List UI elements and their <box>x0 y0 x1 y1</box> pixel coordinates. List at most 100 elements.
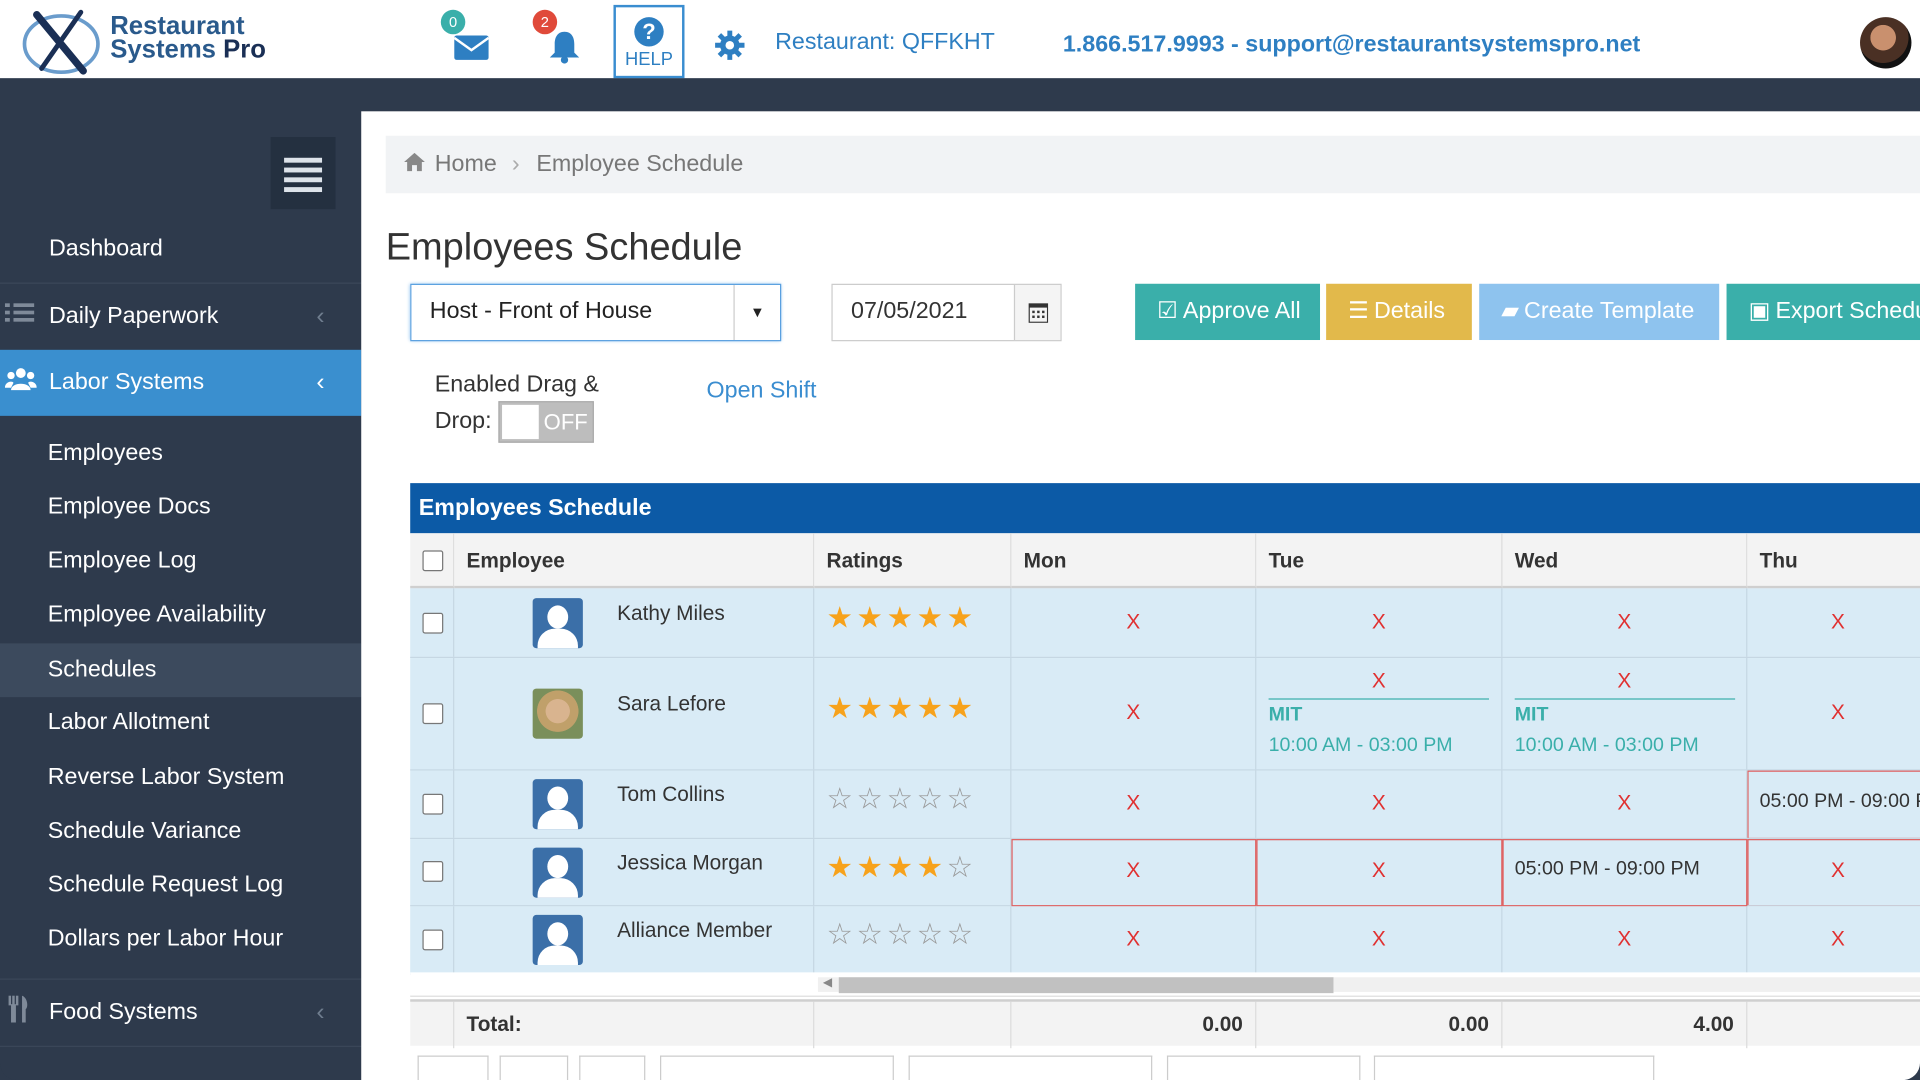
star-empty-icon[interactable]: ☆ <box>916 918 947 952</box>
star-filled-icon[interactable]: ★ <box>946 692 977 726</box>
star-filled-icon[interactable]: ★ <box>946 601 977 635</box>
user-avatar[interactable] <box>1860 17 1912 69</box>
column-header-mon[interactable]: Mon <box>1011 533 1257 589</box>
star-filled-icon[interactable]: ★ <box>826 851 857 885</box>
star-filled-icon[interactable]: ★ <box>916 851 947 885</box>
sidebar-item-labor-systems[interactable]: Labor Systems ‹ <box>0 349 362 416</box>
sidebar-item-dashboard[interactable]: Dashboard <box>0 221 361 276</box>
shift-cell-tue[interactable]: X MIT 10:00 AM - 03:00 PM <box>1256 658 1503 770</box>
shift-cell-thu[interactable]: X <box>1831 700 1845 725</box>
star-empty-icon[interactable]: ☆ <box>856 782 887 816</box>
sidebar-subitem-schedules[interactable]: Schedules <box>0 643 362 698</box>
shift-cell-mon[interactable]: X <box>1011 588 1257 657</box>
shift-cell-thu[interactable]: 05:00 PM - 09:00 P <box>1747 770 1920 838</box>
position-select[interactable]: Host - Front of House ▼ <box>410 283 782 342</box>
footer-box[interactable] <box>660 1055 894 1080</box>
select-all-checkbox[interactable] <box>422 550 444 572</box>
export-schedule-button[interactable]: ▣ Export Schedu <box>1726 283 1920 341</box>
star-filled-icon[interactable]: ★ <box>916 601 947 635</box>
star-filled-icon[interactable]: ★ <box>826 692 857 726</box>
sidebar-subitem-schedule-variance[interactable]: Schedule Variance <box>0 805 361 859</box>
star-filled-icon[interactable]: ★ <box>856 851 887 885</box>
star-empty-icon[interactable]: ☆ <box>946 918 977 952</box>
rating-stars[interactable]: ☆☆☆☆☆ <box>827 782 977 817</box>
sidebar-item-daily-paperwork[interactable]: Daily Paperwork ‹ <box>0 284 361 350</box>
menu-toggle-button[interactable] <box>270 136 336 210</box>
column-header-thu[interactable]: Thu <box>1747 533 1920 589</box>
help-button[interactable]: ? HELP <box>613 4 685 79</box>
row-checkbox[interactable] <box>422 861 444 882</box>
create-template-button[interactable]: ▰ Create Template <box>1479 283 1720 341</box>
shift-cell-wed[interactable]: 05:00 PM - 09:00 PM <box>1502 839 1748 907</box>
shift-cell-mon[interactable]: X <box>1011 658 1257 770</box>
star-empty-icon[interactable]: ☆ <box>946 782 977 816</box>
sidebar-subitem-employee-docs[interactable]: Employee Docs <box>0 481 361 535</box>
horizontal-scrollbar[interactable]: ◀ <box>410 972 1920 997</box>
star-empty-icon[interactable]: ☆ <box>826 918 857 952</box>
drag-drop-toggle[interactable]: OFF <box>498 401 594 443</box>
footer-box[interactable] <box>1373 1055 1655 1080</box>
shift-cell-tue[interactable]: X <box>1256 906 1503 974</box>
star-filled-icon[interactable]: ★ <box>886 601 917 635</box>
restaurant-selector[interactable]: Restaurant: QFFKHT <box>775 29 995 56</box>
employee-name[interactable]: Sara Lefore <box>617 692 726 716</box>
footer-box[interactable] <box>908 1055 1153 1080</box>
sidebar-item-food-systems[interactable]: Food Systems ‹ <box>0 980 361 1046</box>
sidebar-subitem-employee-availability[interactable]: Employee Availability <box>0 588 361 642</box>
row-checkbox[interactable] <box>422 703 444 725</box>
star-filled-icon[interactable]: ★ <box>886 851 917 885</box>
notifications-button[interactable]: 2 <box>528 9 582 66</box>
shift-cell-tue[interactable]: X <box>1256 839 1503 907</box>
details-button[interactable]: ☰ Details <box>1326 283 1472 341</box>
sidebar-subitem-labor-allotment[interactable]: Labor Allotment <box>0 696 361 750</box>
shift-cell-wed[interactable]: X <box>1502 770 1748 838</box>
sidebar-subitem-schedule-request-log[interactable]: Schedule Request Log <box>0 859 361 913</box>
star-empty-icon[interactable]: ☆ <box>856 918 887 952</box>
shift-cell-thu[interactable]: X <box>1831 927 1845 951</box>
shift-cell-thu[interactable]: X <box>1747 839 1920 906</box>
column-header-tue[interactable]: Tue <box>1256 533 1503 589</box>
column-header-employee[interactable]: Employee <box>454 533 815 589</box>
calendar-button[interactable] <box>1013 284 1061 341</box>
shift-cell-wed[interactable]: X MIT 10:00 AM - 03:00 PM <box>1502 658 1748 770</box>
caret-down-icon[interactable]: ▼ <box>733 284 780 341</box>
star-empty-icon[interactable]: ☆ <box>886 918 917 952</box>
rating-stars[interactable]: ★★★★★ <box>827 691 977 726</box>
star-empty-icon[interactable]: ☆ <box>826 782 857 816</box>
sidebar-subitem-employees[interactable]: Employees <box>0 427 361 481</box>
footer-box[interactable] <box>1166 1055 1361 1080</box>
scrollbar-thumb[interactable] <box>838 977 1334 994</box>
column-header-ratings[interactable]: Ratings <box>814 533 1012 589</box>
shift-cell-mon[interactable]: X <box>1011 770 1257 838</box>
employee-name[interactable]: Kathy Miles <box>617 601 725 626</box>
gear-icon[interactable] <box>714 29 746 61</box>
row-checkbox[interactable] <box>422 929 444 951</box>
employee-name[interactable]: Alliance Member <box>617 918 773 942</box>
footer-box[interactable] <box>579 1055 646 1080</box>
rating-stars[interactable]: ★★★★★ <box>827 601 977 636</box>
star-filled-icon[interactable]: ★ <box>916 692 947 726</box>
star-filled-icon[interactable]: ★ <box>856 692 887 726</box>
shift-cell-wed[interactable]: X <box>1502 588 1748 657</box>
employee-name[interactable]: Jessica Morgan <box>617 851 763 875</box>
messages-button[interactable]: 0 <box>436 9 490 66</box>
shift-cell-mon[interactable]: X <box>1011 839 1257 907</box>
star-filled-icon[interactable]: ★ <box>856 601 887 635</box>
star-empty-icon[interactable]: ☆ <box>946 851 977 885</box>
rating-stars[interactable]: ☆☆☆☆☆ <box>827 917 977 952</box>
shift-cell-mon[interactable]: X <box>1011 906 1257 974</box>
sidebar-subitem-employee-log[interactable]: Employee Log <box>0 534 361 588</box>
scroll-left-icon[interactable]: ◀ <box>822 976 833 990</box>
shift-cell-tue[interactable]: X <box>1256 770 1503 838</box>
star-filled-icon[interactable]: ★ <box>826 601 857 635</box>
row-checkbox[interactable] <box>422 793 444 815</box>
column-header-wed[interactable]: Wed <box>1502 533 1748 589</box>
shift-cell-thu[interactable]: X <box>1831 610 1845 634</box>
star-empty-icon[interactable]: ☆ <box>916 782 947 816</box>
breadcrumb-home[interactable]: Home <box>434 151 497 178</box>
approve-all-button[interactable]: ☑ Approve All <box>1135 283 1321 341</box>
date-input[interactable]: 07/05/2021 <box>831 283 1062 342</box>
footer-box[interactable] <box>417 1055 489 1080</box>
employee-name[interactable]: Tom Collins <box>617 782 725 807</box>
support-contact[interactable]: 1.866.517.9993 - support@restaurantsyste… <box>1062 31 1641 58</box>
